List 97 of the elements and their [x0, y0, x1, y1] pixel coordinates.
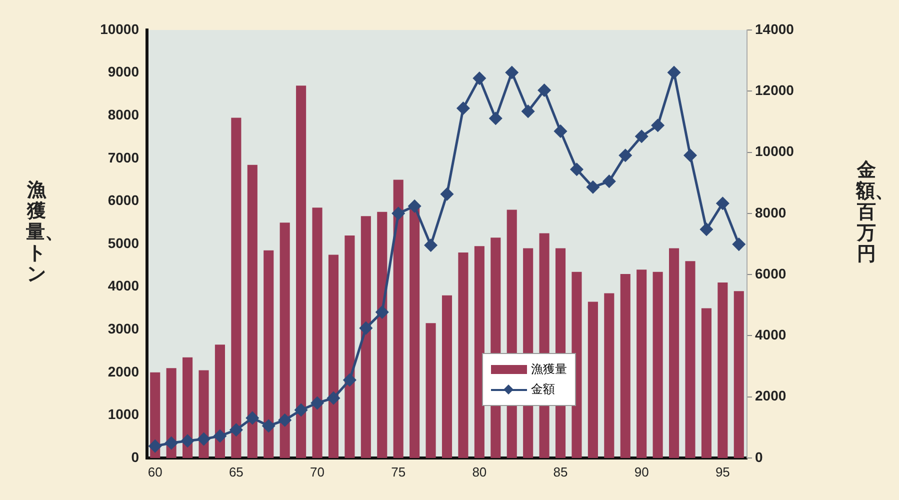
bar: [231, 118, 242, 458]
point: [586, 180, 600, 194]
point: [408, 200, 421, 212]
point: [165, 436, 178, 450]
bar: [734, 291, 744, 458]
x-tick-label: 90: [634, 464, 649, 480]
y-axis-title: 漁獲量、トン: [26, 179, 64, 285]
point: [716, 197, 729, 210]
bar: [636, 270, 647, 458]
bar: [344, 235, 355, 458]
y-tick-label: 9000: [108, 64, 140, 80]
bar: [588, 302, 598, 458]
point: [473, 72, 486, 85]
point: [732, 238, 746, 251]
y2-tick-label: 14000: [755, 20, 794, 37]
point: [619, 149, 632, 162]
x-tick-label: 80: [472, 464, 487, 480]
point: [635, 130, 648, 143]
point: [522, 105, 534, 118]
y-tick-label: 1000: [108, 406, 140, 422]
y2-tick-label: 0: [755, 448, 763, 465]
y2-tick-label: 8000: [755, 204, 786, 220]
y-tick-label: 8000: [108, 106, 140, 122]
bar: [360, 216, 371, 458]
y-tick-label: 0: [131, 448, 140, 465]
y2-tick-label: 10000: [755, 143, 794, 160]
point: [246, 412, 259, 424]
point: [376, 306, 388, 318]
point: [424, 238, 438, 252]
point: [392, 207, 405, 220]
point: [602, 175, 616, 188]
bar: [620, 274, 630, 458]
y2-tick-label: 12000: [755, 82, 794, 98]
bar: [701, 308, 712, 458]
point: [343, 374, 356, 386]
point: [360, 322, 372, 334]
point: [668, 66, 680, 79]
bar: [442, 295, 452, 458]
legend-label: 金額: [531, 381, 555, 398]
bar: [685, 261, 696, 458]
bar: [247, 164, 258, 458]
bar: [328, 254, 339, 458]
point: [652, 119, 664, 132]
point: [456, 102, 470, 115]
bar: [166, 368, 176, 458]
x-tick-label: 65: [228, 464, 244, 480]
bar: [604, 293, 614, 458]
x-tick-label: 70: [310, 464, 325, 480]
point: [148, 440, 162, 452]
x-tick-label: 60: [148, 464, 162, 480]
point: [554, 124, 567, 138]
y2-tick-label: 6000: [755, 265, 786, 282]
point: [198, 432, 210, 446]
point: [294, 404, 308, 416]
y-tick-label: 5000: [108, 234, 140, 251]
y2-tick-label: 2000: [755, 388, 786, 404]
bar: [312, 208, 322, 458]
bar: [198, 370, 209, 458]
bar: [426, 323, 436, 458]
point: [489, 112, 502, 125]
y2-tick-label: 4000: [755, 326, 786, 343]
y-tick-label: 10000: [100, 20, 140, 37]
bar: [669, 248, 680, 458]
bar: [474, 246, 484, 458]
point: [538, 84, 551, 96]
point: [262, 420, 275, 432]
point: [506, 66, 518, 79]
y2-axis-title: 金額、百万円: [856, 159, 894, 265]
x-tick-label: 75: [391, 464, 406, 480]
bar: [214, 344, 225, 458]
x-tick-label: 95: [715, 464, 730, 480]
bar: [652, 272, 663, 458]
bar: [458, 252, 468, 458]
point: [214, 430, 226, 442]
y-tick-label: 7000: [108, 149, 140, 166]
point: [278, 414, 292, 426]
point: [311, 396, 324, 410]
bar: [280, 222, 290, 458]
bar: [296, 86, 306, 458]
y-tick-label: 4000: [108, 278, 140, 294]
bar: [377, 212, 388, 458]
point: [700, 223, 713, 236]
y-tick-label: 2000: [108, 363, 140, 380]
point: [327, 392, 340, 404]
point: [570, 163, 583, 176]
bar: [393, 180, 404, 458]
point: [181, 434, 194, 448]
point: [684, 149, 696, 162]
point: [230, 424, 242, 436]
bar: [182, 357, 193, 458]
y-tick-label: 3000: [108, 320, 140, 336]
x-tick-label: 85: [553, 464, 568, 480]
legend-label: 漁獲量: [531, 361, 567, 378]
bar: [264, 250, 274, 458]
bar: [718, 282, 728, 458]
point: [440, 188, 454, 200]
y-tick-label: 6000: [108, 192, 140, 208]
